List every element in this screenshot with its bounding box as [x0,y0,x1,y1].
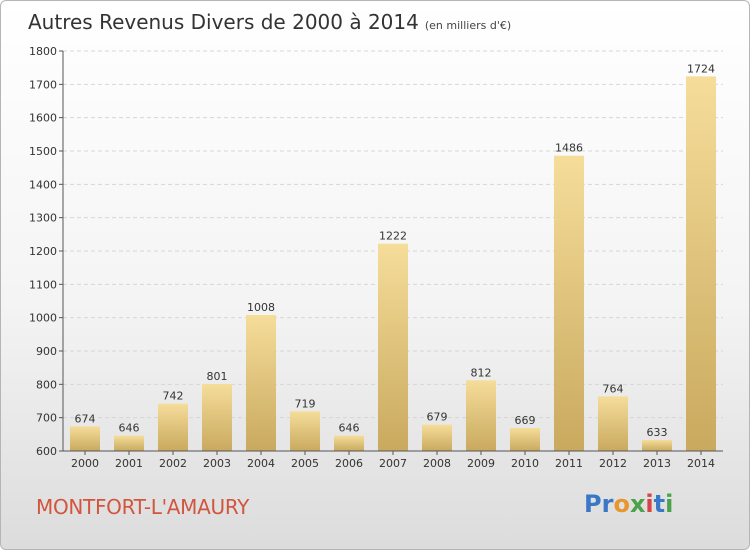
x-tick-label: 2001 [115,457,143,470]
x-tick-label: 2008 [423,457,451,470]
bar-value-label: 1008 [247,301,275,314]
logo-letter: x [629,490,646,518]
bar [246,315,276,451]
bar-value-label: 669 [515,414,536,427]
bar [290,411,320,451]
bar-value-label: 1724 [687,62,715,75]
y-tick-label: 1500 [29,145,57,158]
x-tick-label: 2012 [599,457,627,470]
bar [158,403,188,451]
y-tick-label: 600 [36,445,57,458]
y-tick-label: 1600 [29,112,57,125]
bar-value-label: 646 [119,422,140,435]
x-tick-label: 2004 [247,457,275,470]
logo-letter: o [613,490,630,518]
y-tick-label: 700 [36,412,57,425]
bar-value-label: 633 [647,426,668,439]
y-tick-label: 1400 [29,178,57,191]
bar [686,76,716,451]
y-tick-label: 1000 [29,312,57,325]
x-tick-label: 2006 [335,457,363,470]
y-tick-label: 1700 [29,78,57,91]
x-tick-label: 2007 [379,457,407,470]
x-tick-label: 2013 [643,457,671,470]
bar-value-label: 646 [339,422,360,435]
bar [334,435,364,451]
y-tick-label: 1300 [29,212,57,225]
bar [70,426,100,451]
bar-value-label: 742 [163,390,184,403]
chart-title: Autres Revenus Divers de 2000 à 2014 (en … [28,10,511,34]
bar [378,243,408,451]
y-tick-label: 1100 [29,278,57,291]
bar [466,380,496,451]
axis-layer: 600 700 800 900 1000 1100 1200 1300 1400 1500 1600… [29,45,723,470]
bar [510,428,540,451]
title-text: Autres Revenus Divers de 2000 à 2014 [28,10,419,34]
x-tick-label: 2003 [203,457,231,470]
bar-value-label: 1486 [555,142,583,155]
bar-value-label: 1222 [379,230,407,243]
logo-letter: t [653,490,666,518]
y-tick-label: 800 [36,378,57,391]
bar-value-label: 812 [471,366,492,379]
bar [114,435,144,451]
x-tick-label: 2011 [555,457,583,470]
bar-value-label: 801 [207,370,228,383]
x-tick-label: 2005 [291,457,319,470]
bar-value-label: 674 [75,412,96,425]
x-tick-label: 2002 [159,457,187,470]
label-layer: 674 646 742 801 1008 719 646 1222 679 812 669 1486 7… [75,62,716,439]
x-tick-label: 2014 [687,457,715,470]
title-unit: (en milliers d'€) [424,19,512,32]
y-tick-label: 1800 [29,45,57,58]
proxiti-logo: Proxiti [584,490,673,518]
bar [554,155,584,451]
bar-value-label: 679 [427,411,448,424]
x-tick-label: 2009 [467,457,495,470]
bar-value-label: 764 [603,382,624,395]
x-tick-label: 2010 [511,457,539,470]
bar [202,384,232,451]
logo-letter: r [601,490,614,518]
bar [642,440,672,451]
bar-value-label: 719 [295,397,316,410]
bar [422,424,452,451]
y-tick-label: 900 [36,345,57,358]
logo-letter: i [665,490,674,518]
bar [598,396,628,451]
logo-letter: P [584,490,602,518]
logo-letter: i [645,490,654,518]
city-name: MONTFORT-L'AMAURY [36,495,250,519]
bar-layer [70,76,716,451]
y-tick-label: 1200 [29,245,57,258]
x-tick-label: 2000 [71,457,99,470]
